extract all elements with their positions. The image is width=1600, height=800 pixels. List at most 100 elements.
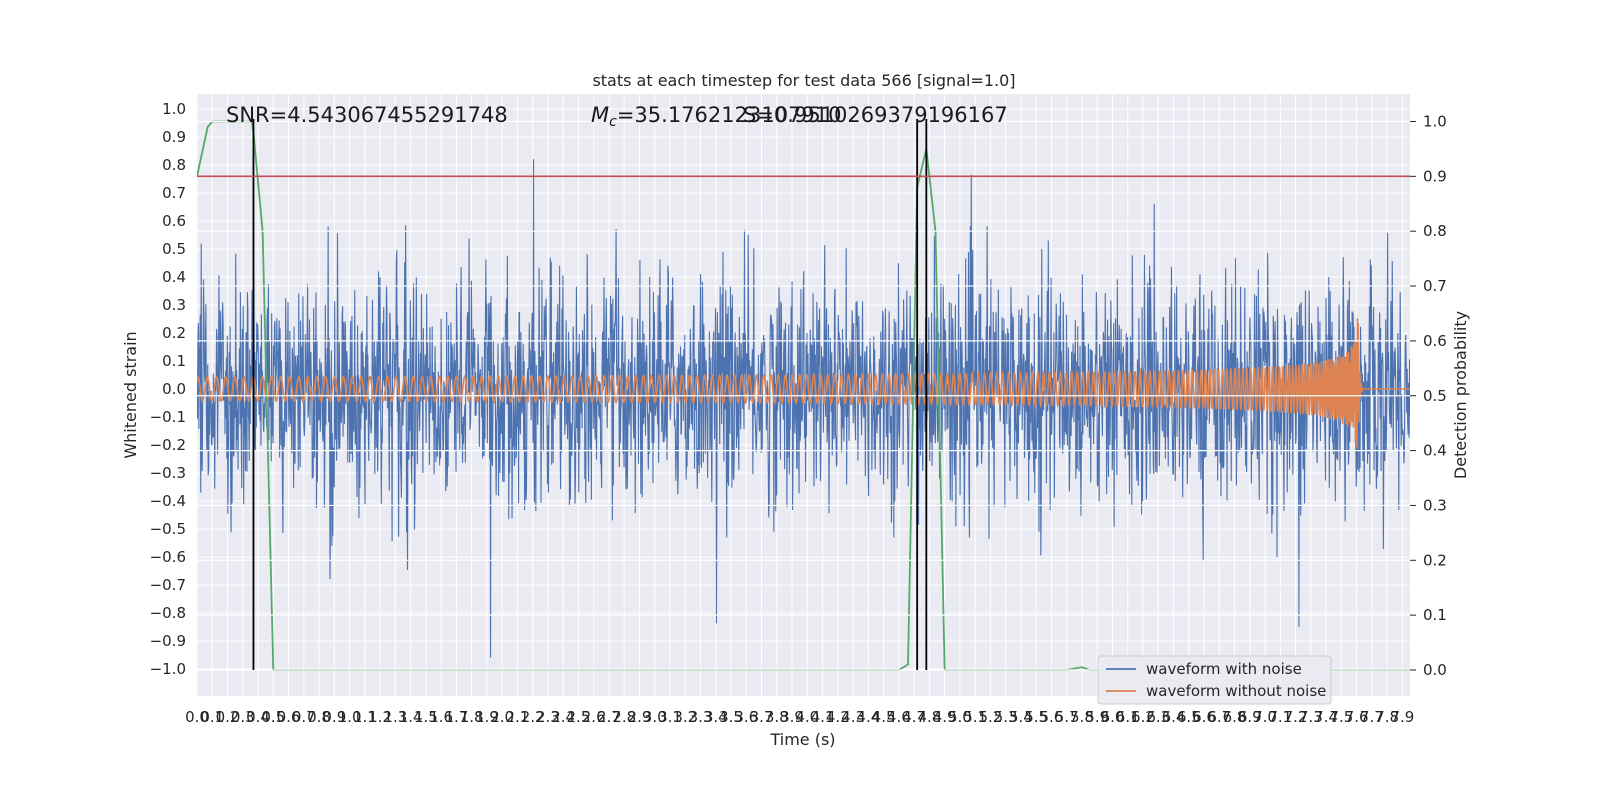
x-tick-label: 1.8 — [460, 708, 484, 726]
chirp-mass-symbol: M — [591, 103, 609, 127]
x-tick-label: 2.6 — [582, 708, 606, 726]
right-y-tick-label: 0.9 — [1423, 167, 1447, 185]
chart-title: stats at each timestep for test data 566… — [592, 71, 1015, 90]
x-tick-label: 1.2 — [368, 708, 392, 726]
x-tick-label: 3.1 — [658, 708, 682, 726]
right-y-tick-label: 0.4 — [1423, 442, 1447, 460]
right-y-tick-label: 0.1 — [1423, 606, 1447, 624]
x-tick-label: 5.4 — [1009, 708, 1033, 726]
legend-label-clean: waveform without noise — [1146, 682, 1326, 700]
x-tick-label: 5.3 — [994, 708, 1018, 726]
x-tick-label: 4.7 — [902, 708, 926, 726]
x-tick-label: 0.6 — [277, 708, 301, 726]
x-tick-label: 4.5 — [872, 708, 896, 726]
left-y-tick-label: −1.0 — [150, 660, 186, 678]
right-y-tick-label: 0.3 — [1423, 496, 1447, 514]
x-tick-label: 1.3 — [383, 708, 407, 726]
x-tick-label: 3.7 — [750, 708, 774, 726]
right-axis-ticks: 1.0 0.9 0.8 0.7 0.6 0.5 0.4 0.3 0.2 0.1 0.0 — [1410, 113, 1447, 679]
x-tick-label: 0.3 — [231, 708, 255, 726]
x-tick-label: 4.6 — [887, 708, 911, 726]
right-y-axis-label: Detection probability — [1451, 311, 1470, 479]
left-y-tick-label: 0.8 — [162, 156, 186, 174]
x-tick-label: 2.1 — [505, 708, 529, 726]
x-tick-label: 6.6 — [1192, 708, 1216, 726]
left-y-tick-label: 0.9 — [162, 128, 186, 146]
right-y-tick-label: 0.2 — [1423, 551, 1447, 569]
x-tick-label: 4.2 — [826, 708, 850, 726]
chirp-mass-value: =35.1762123107910 — [617, 103, 842, 127]
event-lines — [252, 119, 928, 670]
x-tick-label: 5.6 — [1040, 708, 1064, 726]
x-tick-label: 7.5 — [1329, 708, 1353, 726]
x-tick-label: 6.0 — [1101, 708, 1125, 726]
x-axis-ticks: 0.00.10.20.30.40.50.60.70.80.91.01.11.21… — [185, 708, 1414, 726]
left-y-tick-label: 1.0 — [162, 100, 186, 118]
x-tick-label: 1.0 — [338, 708, 362, 726]
x-tick-label: 2.4 — [551, 708, 575, 726]
x-tick-label: 6.4 — [1162, 708, 1186, 726]
x-tick-label: 3.4 — [704, 708, 728, 726]
x-tick-label: 2.9 — [628, 708, 652, 726]
x-tick-label: 0.8 — [307, 708, 331, 726]
x-tick-label: 3.9 — [780, 708, 804, 726]
x-tick-label: 7.9 — [1390, 708, 1414, 726]
left-y-tick-label: 0.1 — [162, 352, 186, 370]
x-tick-label: 5.2 — [978, 708, 1002, 726]
left-y-tick-label: −0.5 — [150, 520, 186, 538]
x-tick-label: 1.9 — [475, 708, 499, 726]
left-y-tick-label: 0.4 — [162, 268, 186, 286]
left-y-tick-label: 0.6 — [162, 212, 186, 230]
x-tick-label: 6.1 — [1116, 708, 1140, 726]
left-y-tick-label: −0.9 — [150, 632, 186, 650]
x-tick-label: 6.2 — [1131, 708, 1155, 726]
legend: waveform with noise waveform without noi… — [1097, 655, 1332, 705]
overlap-annotation: S=0.9510269379196167 — [743, 103, 1008, 127]
right-y-tick-label: 0.6 — [1423, 332, 1447, 350]
x-tick-label: 3.8 — [765, 708, 789, 726]
left-y-tick-label: 0.3 — [162, 296, 186, 314]
snr-annotation: SNR=4.543067455291748 — [226, 103, 508, 127]
x-tick-label: 7.2 — [1284, 708, 1308, 726]
x-tick-label: 4.9 — [933, 708, 957, 726]
left-y-tick-label: −0.3 — [150, 464, 186, 482]
x-tick-label: 2.8 — [612, 708, 636, 726]
x-tick-label: 5.9 — [1085, 708, 1109, 726]
x-tick-label: 0.0 — [185, 708, 209, 726]
x-tick-label: 5.7 — [1055, 708, 1079, 726]
x-tick-label: 4.3 — [841, 708, 865, 726]
x-tick-label: 5.5 — [1024, 708, 1048, 726]
chirp-mass-annotation: Mc=35.1762123107910 — [591, 103, 842, 130]
x-tick-label: 2.7 — [597, 708, 621, 726]
x-tick-label: 1.4 — [399, 708, 423, 726]
left-y-tick-label: −0.4 — [150, 492, 186, 510]
x-tick-label: 7.1 — [1268, 708, 1292, 726]
left-y-tick-label: 0.0 — [162, 380, 186, 398]
right-y-tick-label: 0.8 — [1423, 222, 1447, 240]
x-tick-label: 6.8 — [1223, 708, 1247, 726]
x-tick-label: 4.4 — [856, 708, 880, 726]
x-tick-label: 1.1 — [353, 708, 377, 726]
x-tick-label: 5.0 — [948, 708, 972, 726]
x-tick-label: 5.8 — [1070, 708, 1094, 726]
right-y-tick-label: 0.5 — [1423, 387, 1447, 405]
x-tick-label: 1.6 — [429, 708, 453, 726]
x-tick-label: 0.1 — [200, 708, 224, 726]
x-tick-label: 0.7 — [292, 708, 316, 726]
x-tick-label: 7.0 — [1253, 708, 1277, 726]
left-y-tick-label: 0.7 — [162, 184, 186, 202]
left-y-axis-label: Whitened strain — [121, 331, 140, 458]
right-y-tick-label: 0.0 — [1423, 661, 1447, 679]
left-y-tick-label: −0.6 — [150, 548, 186, 566]
x-tick-label: 7.7 — [1360, 708, 1384, 726]
x-tick-label: 7.6 — [1345, 708, 1369, 726]
noise-trace — [197, 159, 1410, 658]
x-tick-label: 2.2 — [521, 708, 545, 726]
right-y-tick-label: 0.7 — [1423, 277, 1447, 295]
x-tick-label: 4.8 — [917, 708, 941, 726]
x-tick-label: 7.4 — [1314, 708, 1338, 726]
x-tick-label: 2.0 — [490, 708, 514, 726]
x-tick-label: 6.3 — [1146, 708, 1170, 726]
x-tick-label: 5.1 — [963, 708, 987, 726]
